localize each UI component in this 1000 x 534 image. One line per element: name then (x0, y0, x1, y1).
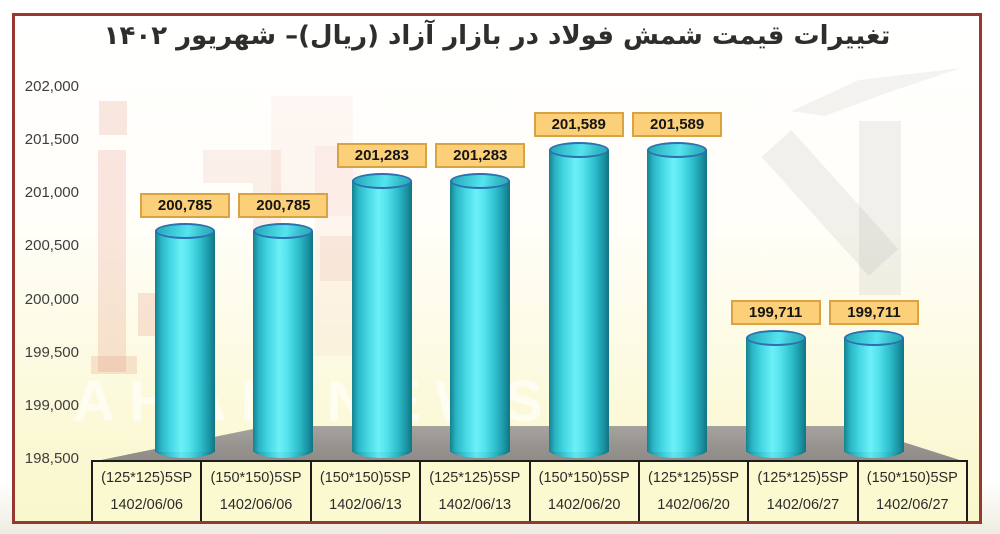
bar-value-label: 200,785 (238, 192, 329, 218)
category-spec: (150*150)5SP (210, 470, 302, 487)
bar-top-ellipse (548, 142, 609, 159)
bar (647, 150, 708, 452)
bar-value-label: 199,711 (730, 299, 821, 325)
watermark-mark-swoosh (791, 68, 961, 116)
category-date: 1402/06/27 (876, 496, 949, 513)
bar-value-label: 200,785 (140, 192, 230, 218)
category-date: 1402/06/20 (547, 496, 621, 513)
y-tick-label: 200,000 (24, 290, 79, 308)
watermark-logo-block (98, 150, 126, 372)
category-spec: (125*125)5SP (429, 470, 521, 487)
category-spec: (150*150)5SP (866, 470, 958, 487)
y-tick-label: 202,000 (24, 78, 79, 95)
bar (745, 337, 806, 452)
bar-top-ellipse (253, 222, 314, 239)
category-date: 1402/06/06 (219, 496, 293, 513)
bar-top-ellipse (351, 172, 412, 189)
category-date: 1402/06/20 (657, 496, 730, 513)
category-date: 1402/06/06 (110, 496, 183, 513)
category-cell: (125*125)5SP 1402/06/13 (419, 462, 528, 521)
y-tick-label: 201,000 (24, 184, 79, 202)
bar-value-label: 201,283 (336, 142, 427, 168)
category-cell: (150*150)5SP 1402/06/20 (528, 462, 638, 521)
y-tick-label: 198,500 (24, 449, 79, 467)
category-spec: (125*125)5SP (648, 470, 740, 487)
category-spec: (125*125)5SP (101, 470, 193, 487)
x-axis-table: (125*125)5SP 1402/06/06 (150*150)5SP 1402/0… (91, 460, 968, 521)
bar-top-ellipse (844, 329, 904, 346)
category-cell: (125*125)5SP 1402/06/27 (747, 462, 856, 521)
y-tick-label: 199,500 (24, 343, 79, 361)
chart-title: تغییرات قیمت شمش فولاد در بازار آزاد (ری… (103, 21, 891, 51)
watermark-logo-block (320, 236, 354, 281)
bar-value-label: 201,589 (632, 112, 723, 138)
category-cell: (125*125)5SP 1402/06/06 (93, 462, 200, 521)
category-spec: (150*150)5SP (319, 470, 411, 487)
watermark-logo-block (203, 150, 281, 183)
category-cell: (150*150)5SP 1402/06/27 (856, 462, 966, 521)
y-tick-label: 201,500 (24, 131, 79, 149)
bar-top-ellipse (155, 222, 215, 239)
bar (450, 180, 511, 452)
bar-top-ellipse (745, 329, 806, 346)
y-tick-label: 199,000 (24, 396, 79, 414)
category-cell: (150*150)5SP 1402/06/13 (309, 462, 419, 521)
category-cell: (150*150)5SP 1402/06/06 (200, 462, 309, 521)
bar-value-label: 199,711 (829, 299, 919, 325)
category-spec: (150*150)5SP (538, 470, 630, 487)
category-spec: (125*125)5SP (757, 470, 849, 487)
y-tick-label: 200,500 (24, 237, 79, 255)
watermark-logo-block (99, 101, 127, 135)
watermark-mark-bar (859, 121, 901, 295)
bar-value-label: 201,283 (435, 142, 526, 168)
watermark-logo-block (91, 356, 137, 374)
bar-top-ellipse (647, 142, 708, 159)
bar (844, 337, 904, 452)
bar (351, 180, 412, 452)
category-cell: (125*125)5SP 1402/06/20 (637, 462, 747, 521)
bar (155, 230, 215, 452)
bar (253, 230, 314, 452)
category-date: 1402/06/27 (766, 496, 840, 513)
chart-frame: تغییرات قیمت شمش فولاد در بازار آزاد (ری… (12, 13, 982, 524)
bar (548, 150, 609, 452)
category-date: 1402/06/13 (329, 496, 402, 513)
category-date: 1402/06/13 (438, 496, 512, 513)
bar-value-label: 201,589 (533, 112, 624, 138)
bar-top-ellipse (450, 172, 511, 189)
